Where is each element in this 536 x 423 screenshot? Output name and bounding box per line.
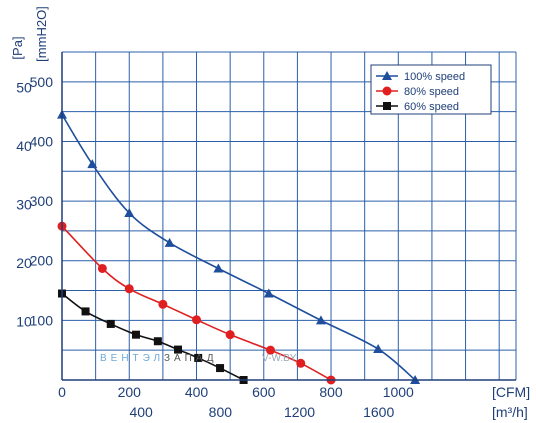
- x-tick-label-cfm: 800: [319, 384, 343, 400]
- legend-marker: [382, 86, 392, 96]
- data-point-triangle: [213, 263, 224, 273]
- data-point-square: [174, 345, 183, 354]
- y-tick-label-mmh2o: 50: [16, 80, 32, 96]
- legend-marker: [382, 71, 392, 80]
- grid: [62, 51, 517, 380]
- y-tick-label-pa: 100: [30, 312, 54, 328]
- data-point-square: [106, 319, 115, 328]
- watermark-part2: ЗАПАД: [164, 353, 218, 364]
- x-tick-label-cfm: 400: [185, 384, 209, 400]
- y-tick-label-pa: 400: [30, 133, 54, 149]
- y-tick-label-mmh2o: 30: [16, 197, 32, 213]
- data-point-triangle: [124, 208, 135, 218]
- x-axis-label-cfm: [CFM]: [492, 384, 530, 400]
- x-tick-label-m3h: 1200: [284, 404, 315, 420]
- data-point-triangle: [373, 343, 384, 353]
- y-tick-label-pa: 500: [30, 74, 54, 90]
- x-tick-label-cfm: 600: [252, 384, 276, 400]
- x-axis-label-m3h: [m³/h]: [492, 404, 528, 420]
- data-point-circle: [192, 315, 202, 325]
- legend-label: 60% speed: [404, 101, 459, 113]
- legend-label: 80% speed: [404, 86, 459, 98]
- y-axis-label-pa: [Pa]: [10, 36, 25, 59]
- data-point-circle: [97, 263, 107, 273]
- x-tick-label-cfm: 1000: [383, 384, 414, 400]
- data-point-circle: [296, 358, 306, 368]
- y-tick-label-pa: 200: [30, 253, 54, 269]
- data-point-square: [216, 364, 225, 373]
- x-tick-label-m3h: 1600: [363, 404, 394, 420]
- y-axis-label-mmh2o: [mmH2O]: [34, 6, 49, 62]
- x-tick-label-m3h: 800: [209, 404, 233, 420]
- y-tick-label-mmh2o: 10: [16, 314, 32, 330]
- data-point-square: [131, 330, 140, 339]
- watermark-part1: ВЕНТЭЛ: [100, 353, 164, 364]
- data-point-square: [153, 337, 162, 346]
- y-tick-label-mmh2o: 20: [16, 255, 32, 271]
- y-tick-label-mmh2o: 40: [16, 138, 32, 154]
- data-point-square: [81, 307, 90, 316]
- data-point-triangle: [263, 288, 274, 298]
- data-point-circle: [266, 345, 276, 355]
- legend-label: 100% speed: [404, 71, 465, 83]
- x-tick-label-cfm: 0: [58, 384, 66, 400]
- y-tick-label-pa: 300: [30, 193, 54, 209]
- x-tick-label-m3h: 400: [129, 404, 153, 420]
- data-point-circle: [124, 284, 134, 294]
- data-point-triangle: [87, 159, 98, 169]
- markers: [57, 109, 421, 385]
- data-point-circle: [225, 330, 235, 340]
- legend: 100% speed 80% speed 60% speed: [370, 64, 492, 115]
- legend-marker: [383, 102, 391, 110]
- x-tick-label-cfm: 200: [118, 384, 142, 400]
- data-point-circle: [158, 299, 168, 309]
- data-point-triangle: [164, 237, 175, 247]
- data-point-square: [194, 353, 203, 362]
- data-point-triangle: [315, 315, 326, 325]
- watermark-part3: V-W.BY: [262, 353, 297, 364]
